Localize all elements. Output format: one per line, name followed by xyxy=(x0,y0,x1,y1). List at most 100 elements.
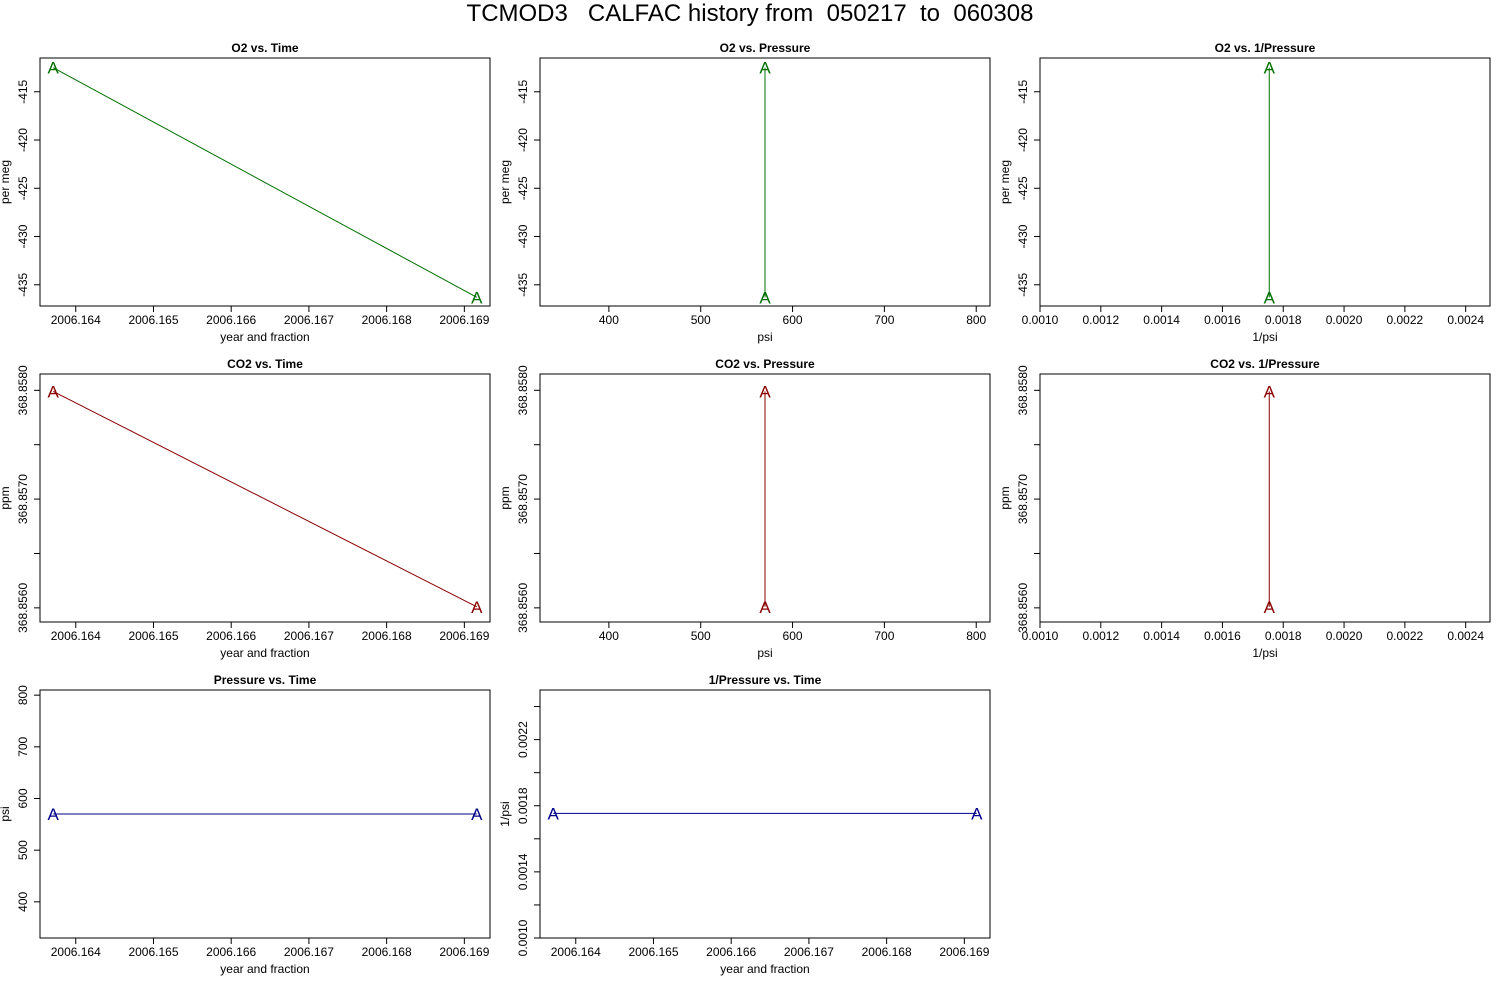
data-point-marker: A xyxy=(759,598,771,617)
data-point-marker: A xyxy=(48,59,60,78)
x-tick-label: 0.0022 xyxy=(1387,313,1424,327)
x-tick-label: 0.0014 xyxy=(1143,313,1180,327)
chart-panel: O2 vs. Time 2006.164 2006.165 2006.166 2006.… xyxy=(0,41,491,344)
x-tick-label: 0.0018 xyxy=(1265,629,1302,643)
x-tick-label: 2006.166 xyxy=(206,313,256,327)
chart-panel: O2 vs. 1/Pressure 0.0010 0.0012 0.0014 0.001… xyxy=(998,41,1491,344)
y-tick-label: -425 xyxy=(1016,176,1030,200)
x-tick-label: 2006.164 xyxy=(51,945,101,959)
x-tick-label: 2006.168 xyxy=(362,629,412,643)
x-tick-label: 2006.167 xyxy=(284,629,334,643)
y-axis-label: ppm xyxy=(498,486,512,509)
y-tick-label: 0.0014 xyxy=(516,853,530,890)
y-tick-label: 600 xyxy=(16,788,30,808)
series-line xyxy=(52,67,478,298)
y-tick-label: -415 xyxy=(1016,79,1030,103)
data-point-marker: A xyxy=(1264,382,1276,401)
page-title: TCMOD3 CALFAC history from 050217 to 060… xyxy=(466,0,1034,27)
x-tick-label: 700 xyxy=(874,313,894,327)
data-point-marker: A xyxy=(471,288,483,307)
x-tick-label: 0.0012 xyxy=(1082,629,1119,643)
chart-panel: Pressure vs. Time 2006.164 2006.165 2006.16… xyxy=(0,673,491,976)
y-tick-label: 700 xyxy=(16,737,30,757)
chart-title: O2 vs. 1/Pressure xyxy=(1215,41,1316,55)
plot-frame xyxy=(539,689,991,939)
x-tick-label: 2006.164 xyxy=(51,313,101,327)
chart-panel: CO2 vs. 1/Pressure 0.0010 0.0012 0.0014 0.00… xyxy=(998,357,1491,660)
x-tick-label: 2006.169 xyxy=(439,945,489,959)
data-point-marker: A xyxy=(48,382,60,401)
chart-panel: CO2 vs. Time 2006.164 2006.165 2006.166 2006… xyxy=(0,357,491,660)
y-axis-label: ppm xyxy=(998,486,1012,509)
y-tick-label: 368.8570 xyxy=(1016,474,1030,524)
x-tick-label: 2006.168 xyxy=(862,945,912,959)
series-line xyxy=(52,390,478,608)
data-point-marker: A xyxy=(759,382,771,401)
y-tick-label: 0.0022 xyxy=(516,721,530,758)
x-tick-label: 0.0022 xyxy=(1387,629,1424,643)
y-tick-label: 368.8560 xyxy=(16,583,30,633)
x-tick-label: 2006.166 xyxy=(206,629,256,643)
x-tick-label: 0.0024 xyxy=(1447,629,1484,643)
x-axis-label: year and fraction xyxy=(220,646,309,660)
x-tick-label: 2006.167 xyxy=(784,945,834,959)
x-tick-label: 2006.165 xyxy=(628,945,678,959)
plot-frame xyxy=(39,373,491,623)
plot-frame xyxy=(39,57,491,307)
x-tick-label: 500 xyxy=(691,629,711,643)
y-tick-label: -420 xyxy=(516,128,530,152)
plot-frame xyxy=(1039,373,1491,623)
chart-panel: CO2 vs. Pressure 400 500 600 700 800 368.8560 3… xyxy=(498,357,991,660)
x-tick-label: 2006.168 xyxy=(362,313,412,327)
x-tick-label: 2006.164 xyxy=(51,629,101,643)
y-tick-label: -435 xyxy=(16,272,30,296)
plot-frame xyxy=(39,689,491,939)
plot-frame xyxy=(1039,57,1491,307)
data-point-marker: A xyxy=(759,288,771,307)
y-axis-label: 1/psi xyxy=(498,801,512,826)
y-tick-label: -420 xyxy=(16,128,30,152)
x-tick-label: 0.0024 xyxy=(1447,313,1484,327)
x-tick-label: 600 xyxy=(783,629,803,643)
y-tick-label: -425 xyxy=(516,176,530,200)
x-tick-label: 2006.165 xyxy=(128,629,178,643)
y-axis-label: per meg xyxy=(498,160,512,204)
x-tick-label: 0.0018 xyxy=(1265,313,1302,327)
x-tick-label: 2006.167 xyxy=(284,313,334,327)
x-tick-label: 2006.165 xyxy=(128,313,178,327)
x-tick-label: 800 xyxy=(966,629,986,643)
data-point-marker: A xyxy=(1264,598,1276,617)
x-tick-label: 800 xyxy=(966,313,986,327)
chart-title: 1/Pressure vs. Time xyxy=(709,673,822,687)
x-tick-label: 2006.165 xyxy=(128,945,178,959)
x-axis-label: year and fraction xyxy=(720,962,809,976)
x-tick-label: 0.0010 xyxy=(1022,629,1059,643)
chart-title: O2 vs. Pressure xyxy=(720,41,811,55)
x-tick-label: 2006.169 xyxy=(439,629,489,643)
x-tick-label: 2006.168 xyxy=(362,945,412,959)
data-point-marker: A xyxy=(471,805,483,824)
x-axis-label: psi xyxy=(757,646,772,660)
x-axis-label: year and fraction xyxy=(220,962,309,976)
chart-title: CO2 vs. Time xyxy=(227,357,303,371)
y-tick-label: -420 xyxy=(1016,128,1030,152)
y-tick-label: 368.8560 xyxy=(516,583,530,633)
chart-title: Pressure vs. Time xyxy=(214,673,317,687)
y-tick-label: -430 xyxy=(1016,224,1030,248)
data-point-marker: A xyxy=(759,59,771,78)
y-tick-label: -430 xyxy=(516,224,530,248)
x-tick-label: 700 xyxy=(874,629,894,643)
y-tick-label: 0.0018 xyxy=(516,787,530,824)
data-point-marker: A xyxy=(1264,59,1276,78)
y-tick-label: -415 xyxy=(516,79,530,103)
y-tick-label: 0.0010 xyxy=(516,919,530,956)
y-axis-label: per meg xyxy=(0,160,12,204)
y-tick-label: -435 xyxy=(516,272,530,296)
y-tick-label: 368.8570 xyxy=(16,474,30,524)
chart-title: O2 vs. Time xyxy=(231,41,298,55)
x-tick-label: 0.0010 xyxy=(1022,313,1059,327)
x-tick-label: 400 xyxy=(599,313,619,327)
x-tick-label: 2006.169 xyxy=(939,945,989,959)
y-tick-label: 368.8570 xyxy=(516,474,530,524)
x-tick-label: 400 xyxy=(599,629,619,643)
